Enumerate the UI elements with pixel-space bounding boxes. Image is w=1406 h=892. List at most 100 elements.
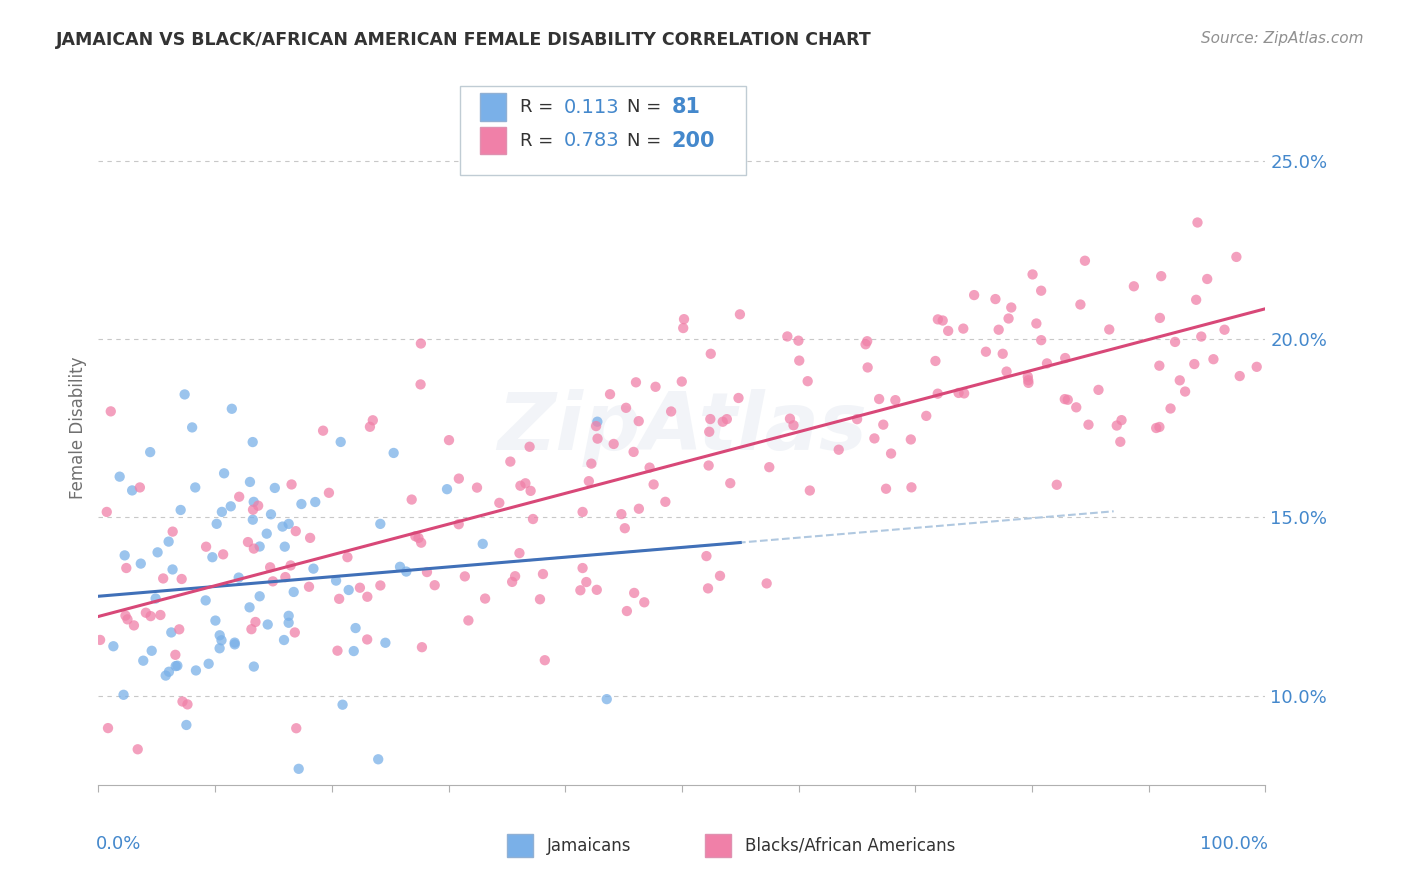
Point	[247, 499, 270, 513]
Point	[1246, 359, 1268, 374]
Point	[1144, 421, 1167, 435]
Point	[997, 311, 1019, 326]
Point	[404, 529, 426, 543]
Point	[855, 337, 877, 351]
Point	[236, 535, 259, 549]
Point	[411, 640, 433, 655]
Point	[1046, 477, 1069, 491]
Point	[1077, 417, 1099, 432]
Point	[115, 561, 138, 575]
Point	[194, 593, 217, 607]
Point	[948, 385, 970, 400]
Point	[509, 479, 531, 493]
Point	[277, 608, 299, 623]
Point	[201, 550, 224, 565]
Point	[695, 549, 717, 563]
Point	[121, 483, 143, 498]
Point	[499, 454, 522, 468]
Point	[1031, 284, 1053, 298]
Point	[97, 721, 120, 735]
Point	[322, 788, 344, 802]
Point	[755, 576, 778, 591]
Point	[129, 557, 152, 571]
Point	[709, 569, 731, 583]
Point	[1017, 376, 1039, 390]
Point	[991, 347, 1014, 361]
Point	[1213, 323, 1236, 337]
Point	[280, 477, 302, 491]
Point	[856, 360, 879, 375]
Point	[277, 615, 299, 630]
Point	[283, 585, 305, 599]
Point	[627, 414, 650, 428]
Point	[529, 592, 551, 607]
Point	[1185, 293, 1208, 307]
Point	[1150, 269, 1173, 284]
Point	[585, 582, 607, 597]
Point	[1149, 420, 1171, 434]
Point	[238, 600, 260, 615]
Point	[409, 377, 432, 392]
Point	[1017, 373, 1039, 387]
Point	[108, 469, 131, 483]
Point	[242, 502, 264, 516]
Point	[374, 636, 396, 650]
Point	[224, 635, 246, 649]
Point	[219, 500, 242, 514]
Point	[787, 353, 810, 368]
Point	[416, 565, 439, 579]
Point	[697, 425, 720, 439]
Point	[280, 558, 302, 573]
Point	[325, 574, 347, 588]
Point	[1149, 359, 1171, 373]
Point	[157, 534, 180, 549]
Point	[447, 517, 470, 532]
Point	[208, 641, 231, 656]
Point	[356, 632, 378, 647]
Point	[176, 698, 198, 712]
Point	[1064, 401, 1087, 415]
Point	[697, 458, 720, 473]
Text: R =: R =	[520, 132, 558, 150]
Point	[204, 614, 226, 628]
Text: N =: N =	[627, 98, 666, 116]
FancyBboxPatch shape	[479, 94, 506, 120]
Point	[623, 445, 645, 459]
Point	[900, 480, 922, 494]
Point	[170, 572, 193, 586]
Point	[586, 432, 609, 446]
Point	[337, 582, 360, 597]
Text: Blacks/African Americans: Blacks/African Americans	[745, 837, 955, 855]
Point	[129, 790, 152, 805]
Point	[623, 586, 645, 600]
Point	[1160, 401, 1182, 416]
Point	[872, 417, 894, 432]
Point	[408, 531, 430, 545]
Point	[931, 313, 953, 327]
Point	[1182, 357, 1205, 371]
Point	[519, 483, 541, 498]
Point	[205, 516, 228, 531]
Point	[1098, 322, 1121, 336]
Point	[228, 571, 250, 585]
Point	[1074, 253, 1097, 268]
Point	[575, 575, 598, 590]
Point	[274, 570, 297, 584]
Point	[880, 446, 903, 460]
Point	[963, 288, 986, 302]
Point	[995, 365, 1018, 379]
Text: R =: R =	[520, 98, 558, 116]
Point	[519, 440, 541, 454]
Point	[287, 762, 309, 776]
Point	[846, 412, 869, 426]
Point	[181, 420, 204, 434]
Point	[157, 665, 180, 679]
Point	[1087, 383, 1109, 397]
Point	[382, 446, 405, 460]
Point	[779, 411, 801, 425]
Point	[711, 415, 734, 429]
Point	[149, 607, 172, 622]
Point	[571, 505, 593, 519]
Point	[1056, 392, 1078, 407]
Point	[318, 485, 340, 500]
